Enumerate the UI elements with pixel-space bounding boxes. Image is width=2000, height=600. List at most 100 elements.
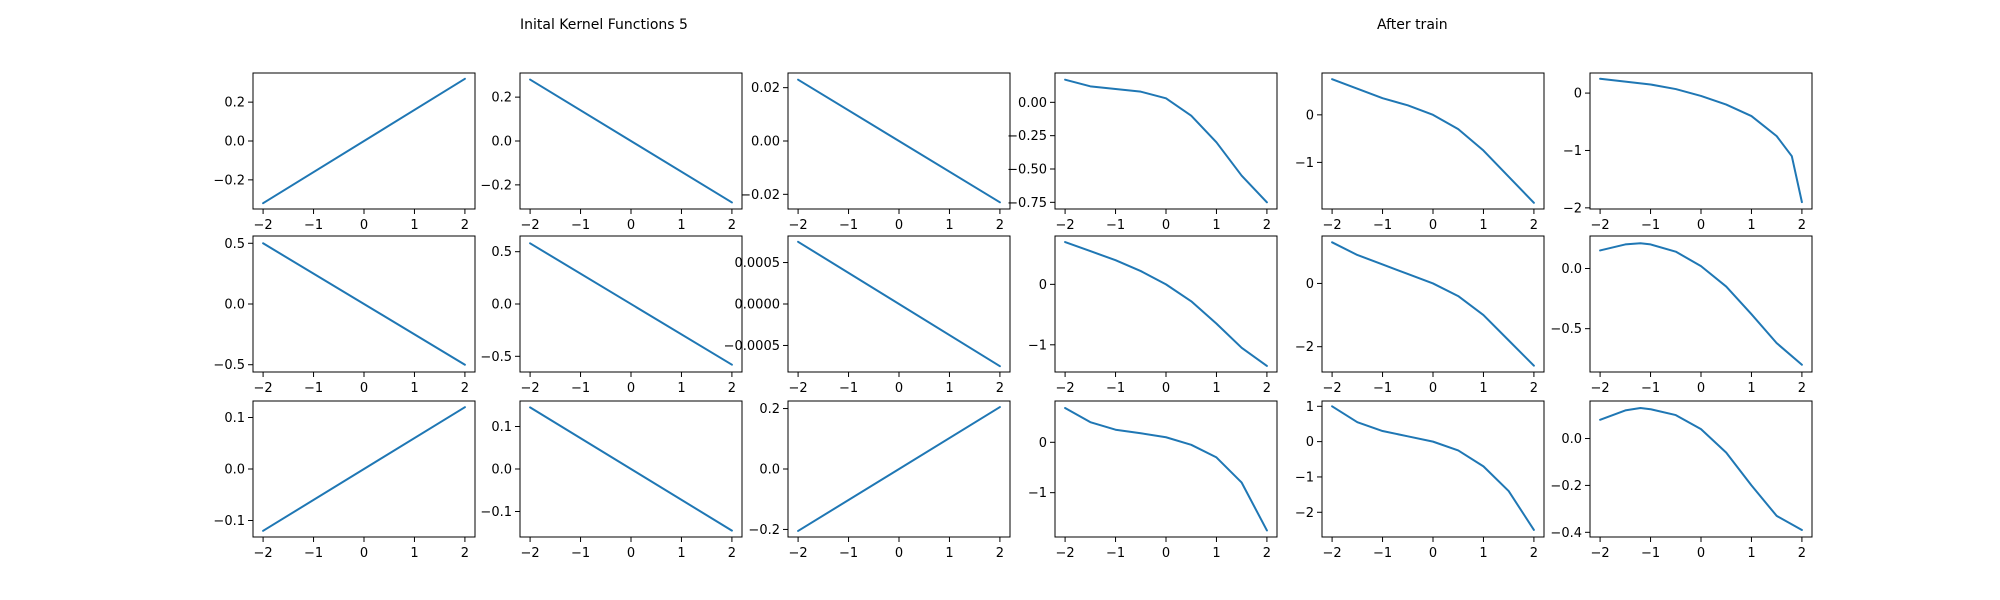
- x-tick-label: −2: [1056, 218, 1075, 233]
- x-tick-label: 1: [410, 218, 418, 233]
- subplot-r0-c1: −2 −1 0 1 2 −0.2 0.0 0.2: [480, 72, 743, 233]
- x-tick-label: −1: [304, 381, 323, 396]
- x-tick-label: 0: [1162, 381, 1170, 396]
- subplot-r1-c4: −2 −1 0 1 2 −2 0: [1295, 235, 1545, 396]
- y-tick-label: 0.2: [224, 96, 245, 111]
- x-tick-label: 2: [1798, 381, 1806, 396]
- y-tick-label: 0: [1039, 278, 1047, 293]
- series-line: [262, 242, 466, 366]
- x-tick-label: −2: [254, 381, 273, 396]
- x-tick-label: 2: [728, 381, 736, 396]
- series-line: [797, 78, 1001, 204]
- subplot-r0-c2: −2 −1 0 1 2 −0.02 0.00 0.02: [740, 72, 1011, 233]
- x-tick-label: 1: [945, 546, 953, 561]
- y-tick-label: 1: [1306, 400, 1314, 415]
- series-line: [262, 406, 466, 532]
- y-tick-label: −1: [1295, 156, 1314, 171]
- y-tick-label: 0.02: [751, 81, 780, 96]
- x-tick-label: 2: [1530, 381, 1538, 396]
- y-tick-label: 0: [1306, 277, 1314, 292]
- y-tick-label: −1: [1563, 144, 1582, 159]
- subplot-r1-c5: −2 −1 0 1 2 −0.5 0.0: [1550, 235, 1813, 396]
- y-tick-label: −2: [1563, 201, 1582, 216]
- series-line: [529, 406, 733, 532]
- series-line: [262, 77, 466, 205]
- x-tick-label: −1: [571, 381, 590, 396]
- x-tick-label: 1: [410, 381, 418, 396]
- y-tick-label: 0.0: [224, 463, 245, 478]
- x-tick-label: 0: [1429, 381, 1437, 396]
- x-tick-label: −1: [1641, 546, 1660, 561]
- y-tick-label: −0.25: [1007, 129, 1047, 144]
- series-line: [1331, 78, 1535, 204]
- subplot-r0-c3: −2 −1 0 1 2 −0.75 −0.50 −0.25 0.00: [1007, 72, 1278, 233]
- x-tick-label: −1: [839, 218, 858, 233]
- y-tick-label: 0.0: [1561, 432, 1582, 447]
- y-tick-label: −0.2: [480, 178, 512, 193]
- x-tick-label: 0: [1162, 218, 1170, 233]
- series-line: [1599, 407, 1803, 531]
- y-tick-label: −0.75: [1007, 196, 1047, 211]
- x-tick-label: 0: [1429, 218, 1437, 233]
- x-tick-label: −2: [521, 381, 540, 396]
- x-tick-label: −1: [304, 218, 323, 233]
- x-tick-label: −2: [1323, 381, 1342, 396]
- subplot-grid: −2 −1 0 1 2 −0.2 0.0 0.2 −2 −1 0 1 2 −0.2 0.0 0.2 −2 −1 0 1…: [213, 72, 1813, 561]
- series-line: [529, 78, 733, 204]
- x-tick-label: −2: [1323, 218, 1342, 233]
- x-tick-label: −1: [1106, 218, 1125, 233]
- y-tick-label: 0.1: [224, 411, 245, 426]
- x-tick-label: −1: [571, 218, 590, 233]
- series-line: [529, 242, 733, 366]
- x-tick-label: 2: [996, 218, 1004, 233]
- x-tick-label: 2: [1263, 381, 1271, 396]
- y-tick-label: −1: [1028, 338, 1047, 353]
- x-tick-label: 1: [1747, 218, 1755, 233]
- x-tick-label: 0: [1429, 546, 1437, 561]
- subplot-r2-c4: −2 −1 0 1 2 −2 −1 0 1: [1295, 400, 1545, 561]
- y-tick-label: 0.00: [1018, 96, 1047, 111]
- x-tick-label: 0: [1697, 218, 1705, 233]
- x-tick-label: −2: [1056, 546, 1075, 561]
- x-tick-label: 1: [677, 381, 685, 396]
- subplot-r0-c5: −2 −1 0 1 2 −2 −1 0: [1563, 72, 1813, 233]
- y-tick-label: 0.2: [759, 402, 780, 417]
- x-tick-label: 2: [461, 546, 469, 561]
- subplot-r1-c2: −2 −1 0 1 2 −0.0005 0.0000 0.0005: [724, 235, 1011, 396]
- x-tick-label: 2: [728, 218, 736, 233]
- x-tick-label: 1: [1212, 218, 1220, 233]
- x-tick-label: −2: [1056, 381, 1075, 396]
- x-tick-label: 1: [1212, 381, 1220, 396]
- subplot-r1-c3: −2 −1 0 1 2 −1 0: [1028, 235, 1278, 396]
- x-tick-label: 2: [1798, 218, 1806, 233]
- y-tick-label: −0.0005: [724, 339, 780, 354]
- x-tick-label: 0: [627, 546, 635, 561]
- x-tick-label: −2: [789, 218, 808, 233]
- x-tick-label: 0: [360, 381, 368, 396]
- x-tick-label: 1: [945, 218, 953, 233]
- x-tick-label: 0: [360, 218, 368, 233]
- x-tick-label: 1: [1479, 546, 1487, 561]
- y-tick-label: 0: [1306, 108, 1314, 123]
- x-tick-label: −1: [1106, 546, 1125, 561]
- y-tick-label: 0.0: [491, 135, 512, 150]
- y-tick-label: 0.0: [759, 463, 780, 478]
- x-tick-label: −1: [839, 381, 858, 396]
- y-tick-label: 0.5: [224, 237, 245, 252]
- x-tick-label: 0: [360, 546, 368, 561]
- title-left: Inital Kernel Functions 5: [520, 17, 688, 33]
- x-tick-label: −1: [1373, 218, 1392, 233]
- y-tick-label: −1: [1028, 486, 1047, 501]
- series-line: [1331, 405, 1535, 531]
- y-tick-label: −2: [1295, 506, 1314, 521]
- x-tick-label: 2: [1530, 546, 1538, 561]
- subplot-r2-c1: −2 −1 0 1 2 −0.1 0.0 0.1: [480, 400, 743, 561]
- series-line: [1599, 77, 1803, 204]
- subplot-r2-c0: −2 −1 0 1 2 −0.1 0.0 0.1: [213, 400, 476, 561]
- x-tick-label: 1: [1747, 546, 1755, 561]
- series-line: [1331, 241, 1535, 367]
- x-tick-label: 2: [1263, 546, 1271, 561]
- y-tick-label: −0.2: [748, 523, 780, 538]
